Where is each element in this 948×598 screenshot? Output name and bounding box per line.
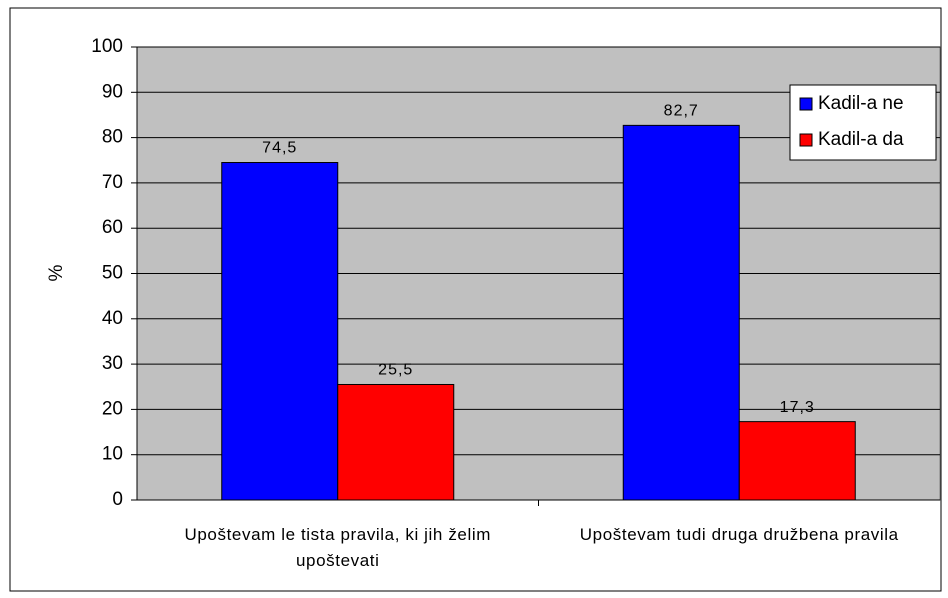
x-tick-label: Upoštevam le tista pravila, ki jih želim… xyxy=(184,525,491,570)
legend-label: Kadil-a ne xyxy=(818,93,904,114)
y-tick-label: 30 xyxy=(102,353,123,374)
y-tick-label: 40 xyxy=(102,308,123,329)
value-label: 17,3 xyxy=(780,399,815,416)
x-tick-label: Upoštevam tudi druga družbena pravila xyxy=(579,525,899,544)
y-tick-label: 50 xyxy=(102,263,123,284)
y-tick-label: 70 xyxy=(102,172,123,193)
legend-label: Kadil-a da xyxy=(818,129,904,150)
bar xyxy=(738,421,856,501)
y-tick-label: 60 xyxy=(102,217,123,238)
y-tick-label: 20 xyxy=(102,398,123,419)
bar xyxy=(221,162,339,501)
y-tick-label: 80 xyxy=(102,127,123,148)
y-tick-label: 0 xyxy=(112,489,123,510)
value-label: 25,5 xyxy=(378,362,413,379)
legend-box xyxy=(789,84,937,161)
y-tick-label: 10 xyxy=(102,444,123,465)
y-axis-label: % xyxy=(46,264,67,281)
legend-swatch xyxy=(799,133,813,147)
bar xyxy=(622,124,740,501)
bar xyxy=(337,383,455,501)
value-label: 82,7 xyxy=(664,103,699,120)
y-tick-label: 100 xyxy=(91,36,123,57)
y-tick-label: 90 xyxy=(102,81,123,102)
value-label: 74,5 xyxy=(262,140,297,157)
legend-swatch xyxy=(799,97,813,111)
